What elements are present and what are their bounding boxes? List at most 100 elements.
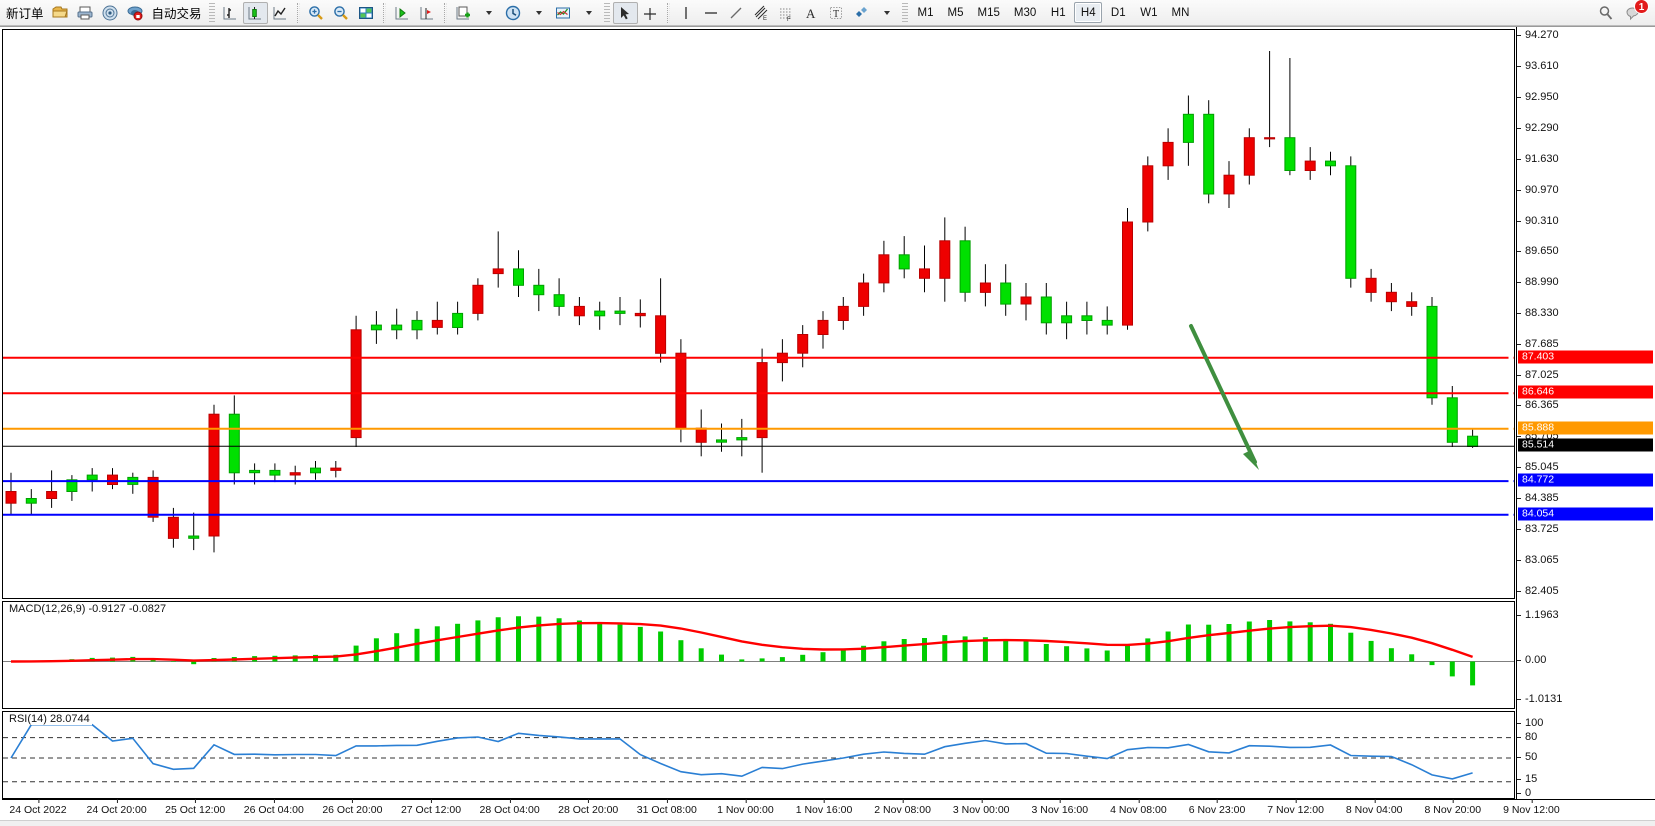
timeframe-h4-button[interactable]: H4 (1074, 2, 1103, 23)
time-tick: 1 Nov 16:00 (795, 799, 853, 816)
timeframe-m15-button[interactable]: M15 (977, 6, 1000, 19)
price-tick: 88.990 (1517, 276, 1559, 288)
macd-tick: 1.1963 (1517, 609, 1559, 621)
time-tick: 24 Oct 2022 (9, 799, 67, 816)
price-tick: 91.630 (1517, 153, 1559, 165)
price-tick: 84.385 (1517, 492, 1559, 504)
folder-icon[interactable] (48, 2, 73, 24)
svg-text:A: A (806, 6, 816, 21)
time-tick: 27 Oct 12:00 (400, 799, 462, 816)
price-line-handle[interactable] (1508, 512, 1514, 518)
price-tick: 93.610 (1517, 60, 1559, 72)
timeframe-m30-button[interactable]: M30 (1013, 6, 1037, 19)
shift-chart-icon[interactable] (390, 2, 415, 24)
timeframe-mn-button[interactable]: MN (1171, 6, 1190, 19)
chat-icon[interactable]: 1 (1622, 0, 1649, 24)
chevron-down-icon[interactable] (874, 2, 899, 24)
price-line-label-resistance[interactable]: 86.646 (1518, 385, 1653, 399)
chevron-down-icon[interactable] (526, 2, 551, 24)
grid-icon[interactable] (354, 2, 379, 24)
price-line-label-last-price[interactable]: 85.514 (1518, 438, 1653, 452)
equidistant-channel-icon[interactable]: E (749, 2, 774, 24)
text-label-icon[interactable]: T (824, 2, 849, 24)
time-tick: 3 Nov 16:00 (1031, 799, 1089, 816)
price-tick: 86.365 (1517, 399, 1559, 411)
timeframe-d1-button[interactable]: D1 (1110, 6, 1126, 19)
price-line-handle[interactable] (1508, 478, 1514, 484)
zoom-out-icon[interactable] (329, 2, 354, 24)
svg-text:E: E (763, 16, 767, 22)
auto-scroll-icon[interactable] (415, 2, 440, 24)
price-tick: 89.650 (1517, 245, 1559, 257)
vertical-line-icon[interactable] (674, 2, 699, 24)
price-chart-plot[interactable] (2, 29, 1515, 599)
new-order-label: 新订单 (6, 7, 44, 21)
fibonacci-icon[interactable]: F (774, 2, 799, 24)
horizontal-line-icon[interactable] (699, 2, 724, 24)
price-line-handle[interactable] (1508, 355, 1514, 361)
shapes-icon[interactable] (849, 2, 874, 24)
price-tick: 83.065 (1517, 554, 1559, 566)
printer-icon[interactable] (73, 2, 98, 24)
autotrading-button[interactable]: 自动交易 (148, 2, 206, 24)
toolbar-separator (666, 2, 670, 23)
price-tick: 85.045 (1517, 461, 1559, 473)
text-icon[interactable]: A (799, 2, 824, 24)
macd-panel[interactable]: MACD(12,26,9) -0.9127 -0.0827 (2, 601, 1515, 709)
time-tick: 26 Oct 04:00 (243, 799, 304, 816)
price-line-label-support[interactable]: 84.054 (1518, 507, 1653, 521)
main-toolbar: 新订单 自动交易 (0, 0, 1655, 26)
price-tick: 94.270 (1517, 29, 1559, 41)
svg-text:F: F (787, 17, 791, 22)
price-tick: 82.405 (1517, 585, 1559, 597)
period-icon[interactable] (501, 2, 526, 24)
chevron-down-icon[interactable] (476, 2, 501, 24)
network-icon[interactable] (98, 2, 123, 24)
price-line-label-support[interactable]: 84.772 (1518, 473, 1653, 487)
price-line-label-resistance[interactable]: 87.403 (1518, 350, 1653, 364)
rsi-tick: 100 (1517, 717, 1543, 729)
price-line-label-pivot[interactable]: 85.888 (1518, 421, 1653, 435)
bar-chart-icon[interactable] (218, 2, 243, 24)
trendline-icon[interactable] (724, 2, 749, 24)
price-line-handle[interactable] (1508, 426, 1514, 432)
notification-badge: 1 (1634, 0, 1649, 14)
price-line-handle[interactable] (1508, 390, 1514, 396)
timeframe-m5-button[interactable]: M5 (947, 6, 964, 19)
toolbar-grip[interactable] (901, 2, 908, 23)
time-tick: 8 Nov 20:00 (1424, 799, 1482, 816)
price-tick: 87.685 (1517, 338, 1559, 350)
expert-advisor-icon[interactable] (123, 2, 148, 24)
search-icon[interactable] (1593, 2, 1618, 24)
rsi-panel[interactable]: RSI(14) 28.0744 (2, 711, 1515, 799)
toolbar-grip[interactable] (208, 2, 215, 23)
template-icon[interactable] (451, 2, 476, 24)
toolbar-grip[interactable] (603, 2, 610, 23)
timeframe-w1-button[interactable]: W1 (1140, 6, 1158, 19)
crosshair-icon[interactable] (638, 2, 663, 24)
timeframe-m1-button[interactable]: M1 (917, 6, 934, 19)
time-tick: 2 Nov 08:00 (874, 799, 931, 816)
price-scale[interactable]: 94.270 93.610 92.950 92.290 91.630 90.970 90.3… (1516, 27, 1655, 799)
macd-label: MACD(12,26,9) -0.9127 -0.0827 (7, 603, 169, 615)
time-tick: 8 Nov 04:00 (1345, 799, 1403, 816)
new-order-button[interactable]: 新订单 (2, 2, 48, 24)
time-tick: 9 Nov 12:00 (1503, 799, 1560, 816)
zoom-in-icon[interactable] (304, 2, 329, 24)
rsi-tick: 15 (1517, 773, 1537, 785)
time-tick: 1 Nov 00:00 (717, 799, 774, 816)
toolbar-separator (382, 2, 386, 23)
timeframe-h1-button[interactable]: H1 (1050, 6, 1066, 19)
line-chart-icon[interactable] (268, 2, 293, 24)
time-tick: 24 Oct 20:00 (86, 799, 147, 816)
timeframe-group: M1 M5 M15 M30 H1 H4 D1 W1 MN (911, 2, 1197, 23)
candlestick-chart-icon[interactable] (242, 1, 268, 24)
price-tick: 83.725 (1517, 523, 1559, 535)
macd-tick: -1.0131 (1517, 693, 1562, 705)
indicator-icon[interactable] (551, 2, 576, 24)
cursor-icon[interactable] (612, 1, 638, 24)
rsi-tick: 0 (1517, 787, 1531, 799)
chevron-down-icon[interactable] (576, 2, 601, 24)
time-tick: 3 Nov 00:00 (952, 799, 1010, 816)
